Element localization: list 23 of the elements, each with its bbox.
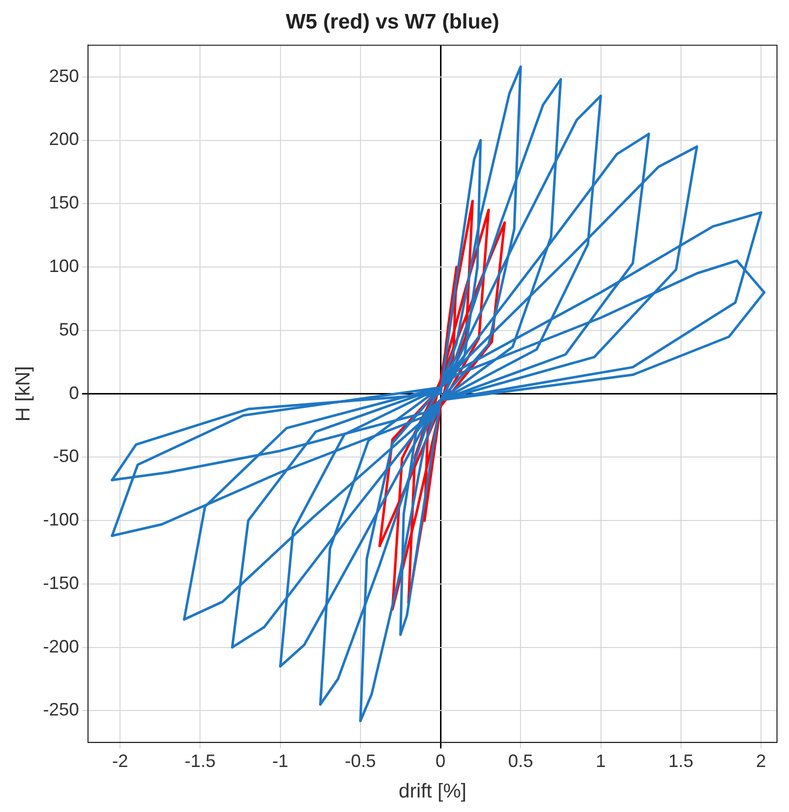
x-tick-label: 0.5 <box>508 751 534 772</box>
x-tick-label: -2 <box>112 751 128 772</box>
y-tick-label: -250 <box>42 700 80 720</box>
y-tick-label: 50 <box>58 319 80 340</box>
y-tick-label: 0 <box>69 382 80 403</box>
y-tick-label: 200 <box>48 129 80 150</box>
x-tick-label: 1 <box>596 751 606 772</box>
y-tick-label: -100 <box>42 510 80 530</box>
y-tick-label: -50 <box>53 446 80 466</box>
x-tick-label: 0 <box>436 751 446 772</box>
y-tick-label: -150 <box>42 572 80 593</box>
x-tick-label: -0.5 <box>344 751 376 772</box>
y-tick-label: 100 <box>48 256 80 276</box>
x-tick-label: -1 <box>272 751 288 772</box>
x-tick-label: 2 <box>756 751 766 772</box>
x-tick-label: 1.5 <box>668 751 694 772</box>
chart-title: W5 (red) vs W7 (blue) <box>286 10 500 34</box>
x-tick-label: -1.5 <box>184 751 216 772</box>
y-axis-title: H [kN] <box>12 366 35 422</box>
x-axis-title: drift [%] <box>398 780 466 803</box>
y-tick-label: 250 <box>48 66 80 86</box>
y-tick-label: 150 <box>48 192 80 213</box>
y-tick-label: -200 <box>42 636 80 656</box>
